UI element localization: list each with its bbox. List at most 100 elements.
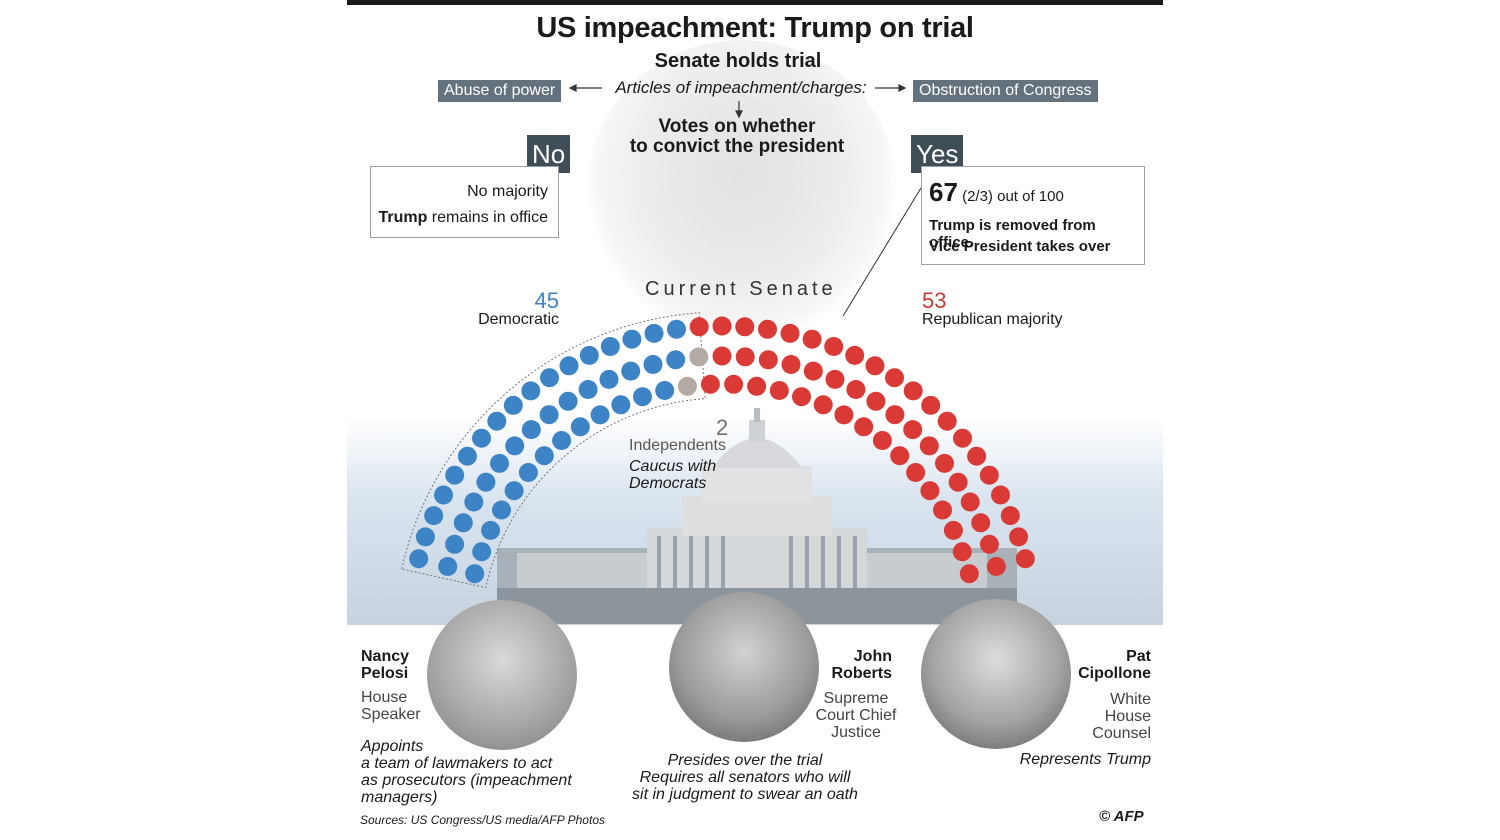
seat-democratic [570,417,590,437]
roberts-desc-3: sit in judgment to swear an oath [632,786,858,803]
seat-republican [1015,549,1035,569]
cipollone-desc-1: Represents Trump [1019,751,1151,768]
cipollone-last-name: Cipollone [1078,665,1151,682]
votes-line-2: to convict the president [629,136,845,157]
pelosi-first-name: Nancy [361,648,410,665]
pelosi-desc-2: a team of lawmakers to act [361,755,553,772]
seat-democratic [453,513,473,533]
pelosi-desc-3: as prosecutors (impeachment [361,772,572,789]
seat-democratic [505,436,525,456]
cipollone-first-name: Pat [1126,648,1151,665]
seat-democratic [552,431,572,450]
seat-democratic [415,527,435,547]
seat-republican [758,319,777,339]
seat-independent [689,347,709,367]
seat-democratic [518,463,538,482]
roberts-first-name: John [853,648,892,665]
seat-independent [677,376,697,396]
no-trump-bold: Trump [378,209,428,226]
yes-removed-text: Trump is removed from office. [929,217,1096,251]
seat-republican [943,520,963,540]
votes-line-1: Votes on whether [658,116,816,137]
cipollone-info: Pat Cipollone White House Counsel [1047,648,1151,742]
seat-republican [903,420,923,440]
seat-republican [1009,527,1029,547]
seat-democratic [521,381,541,401]
democratic-label: Democratic [478,311,559,328]
seat-republican [933,500,952,520]
no-remains-rest: remains in office [427,209,548,226]
seat-republican [960,492,980,512]
seat-republican [986,557,1006,576]
seat-republican [724,374,744,394]
yes-threshold-rest: (2/3) out of 100 [957,188,1064,205]
infographic-panel: US impeachment: Trump on trial Senate ho… [347,0,1163,840]
seat-republican [846,380,866,399]
seat-republican [747,376,767,396]
no-majority-text: No majority [467,183,548,200]
no-outcome-box: No majority Trump remains in office [370,166,559,238]
seat-democratic [409,549,429,569]
seat-democratic [464,492,484,512]
top-rule [347,0,1163,5]
seat-republican [991,485,1010,505]
seat-democratic [558,391,578,411]
roberts-description: Presides over the trial Requires all sen… [595,752,895,803]
caucus-outline [401,312,706,589]
seat-republican [872,431,892,450]
seat-republican [885,368,904,388]
seat-republican [813,395,833,415]
seat-republican [780,323,800,343]
seat-republican [803,361,823,381]
roberts-role-1: Supreme [823,690,889,707]
cipollone-role-3: Counsel [1092,725,1151,742]
pelosi-description: Appoints a team of lawmakers to act as p… [361,738,572,806]
seat-democratic [655,381,675,400]
seat-republican [903,381,923,401]
seat-democratic [534,446,554,466]
votes-heading: Votes on whether to convict the presiden… [607,117,867,157]
republican-label: Republican majority [922,311,1063,328]
seat-republican [802,329,822,349]
seat-republican [885,405,905,425]
charge-abuse-of-power: Abuse of power [438,80,562,102]
seat-democratic [600,337,620,356]
seat-republican [825,369,845,389]
cipollone-portrait [921,599,1071,749]
seat-republican [953,428,972,448]
seat-republican [781,355,801,374]
roberts-last-name: Roberts [831,665,892,682]
charge-obstruction: Obstruction of Congress [913,80,1098,102]
seat-republican [890,446,910,466]
seat-democratic [465,564,485,584]
independent-count: 2 [716,415,729,440]
senate-hemicycle [401,312,1035,589]
seat-democratic [438,557,458,576]
seat-republican [792,387,811,407]
seat-democratic [445,534,465,554]
cipollone-role-2: House [1104,708,1151,725]
pelosi-role-1: House [361,689,408,706]
seat-democratic [472,428,491,448]
seat-republican [866,391,886,411]
seat-republican [979,534,999,554]
seat-democratic [633,387,652,407]
seat-democratic [578,380,598,399]
independent-note-2: Democrats [629,475,707,492]
seat-democratic [590,405,610,425]
seat-democratic [644,323,664,343]
page-title: US impeachment: Trump on trial [536,12,974,44]
seat-democratic [559,356,579,376]
seat-republican [952,542,972,562]
seat-republican [935,453,954,473]
seat-republican [735,317,755,337]
cipollone-role-1: White [1110,691,1151,708]
seat-democratic [490,453,509,473]
independent-label: Independents [629,437,726,454]
seat-republican [937,411,957,431]
seat-democratic [666,350,686,370]
pelosi-last-name: Pelosi [361,665,409,682]
pelosi-portrait [427,600,577,750]
seat-democratic [599,369,619,389]
seat-republican [712,346,732,366]
